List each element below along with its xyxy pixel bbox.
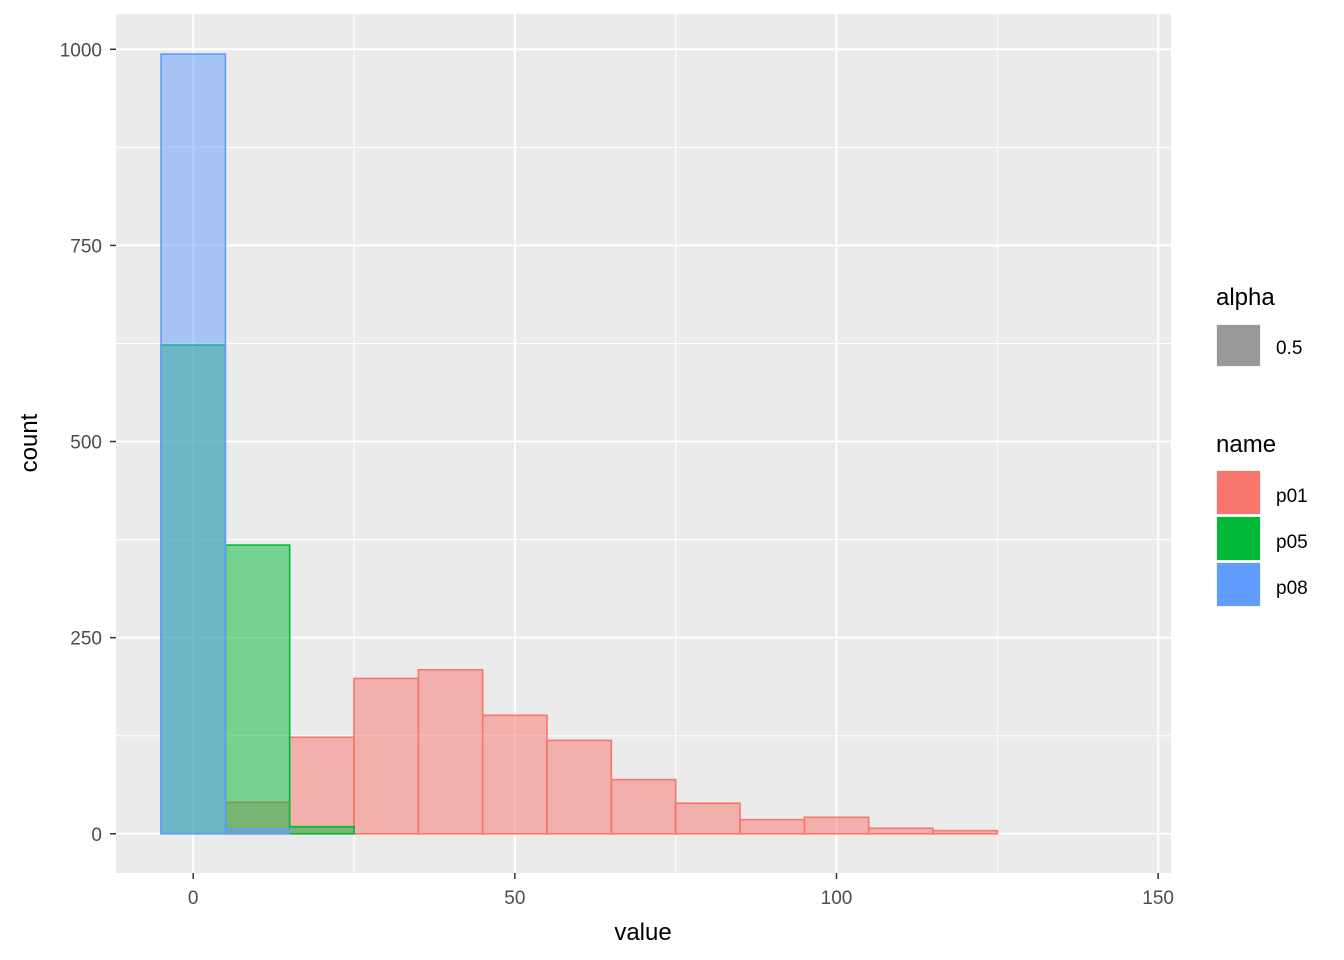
bar-p01-90 — [739, 818, 806, 835]
legend-label-p05: p05 — [1276, 532, 1308, 553]
legend-swatch-p05 — [1217, 517, 1260, 560]
legend-alpha: alpha 0.5 — [1216, 284, 1302, 367]
legend-swatch-p08 — [1217, 563, 1260, 606]
panel-background — [116, 14, 1171, 873]
histogram-bars — [160, 53, 999, 835]
y-axis-title: count — [16, 413, 43, 472]
bar-p01-120 — [932, 829, 999, 835]
x-axis-title: value — [614, 919, 671, 946]
bar-p01-40 — [417, 669, 484, 835]
y-tick-label: 500 — [70, 433, 102, 454]
legend-alpha-title: alpha — [1216, 284, 1275, 311]
bar-p05-10 — [224, 544, 291, 835]
y-tick-label: 250 — [70, 629, 102, 650]
bar-p01-60 — [546, 739, 613, 835]
y-tick-label: 1000 — [60, 40, 102, 61]
bar-p01-50 — [481, 714, 548, 835]
legend-name-title: name — [1216, 431, 1276, 458]
legend-label-p01: p01 — [1276, 486, 1308, 507]
axis-ticks — [110, 48, 1159, 879]
legend-alpha-label: 0.5 — [1276, 338, 1302, 359]
x-tick-label: 0 — [188, 888, 199, 909]
y-tick-label: 750 — [70, 236, 102, 257]
bar-p01-20 — [288, 736, 355, 835]
x-tick-label: 150 — [1142, 888, 1174, 909]
x-tick-label: 100 — [821, 888, 853, 909]
bar-p05-20 — [288, 825, 355, 835]
bar-p01-70 — [610, 778, 677, 835]
minor-gridlines — [116, 14, 1171, 873]
legend-alpha-swatch — [1217, 325, 1260, 366]
x-tick-label: 50 — [504, 888, 525, 909]
legend-label-p08: p08 — [1276, 578, 1308, 599]
bar-p08-0 — [160, 53, 227, 835]
y-tick-label: 0 — [91, 825, 102, 846]
legend-name: name p01 p05 p08 — [1216, 431, 1308, 607]
bar-p01-30 — [353, 677, 420, 835]
bar-p01-80 — [674, 802, 741, 835]
bar-p01-100 — [803, 816, 870, 835]
x-tick-labels: 0 50 100 150 — [188, 888, 1174, 909]
legend-swatch-p01 — [1217, 471, 1260, 514]
bar-p08-10 — [224, 828, 291, 835]
bar-p01-110 — [867, 827, 934, 835]
y-tick-labels: 0 250 500 750 1000 — [60, 40, 102, 845]
